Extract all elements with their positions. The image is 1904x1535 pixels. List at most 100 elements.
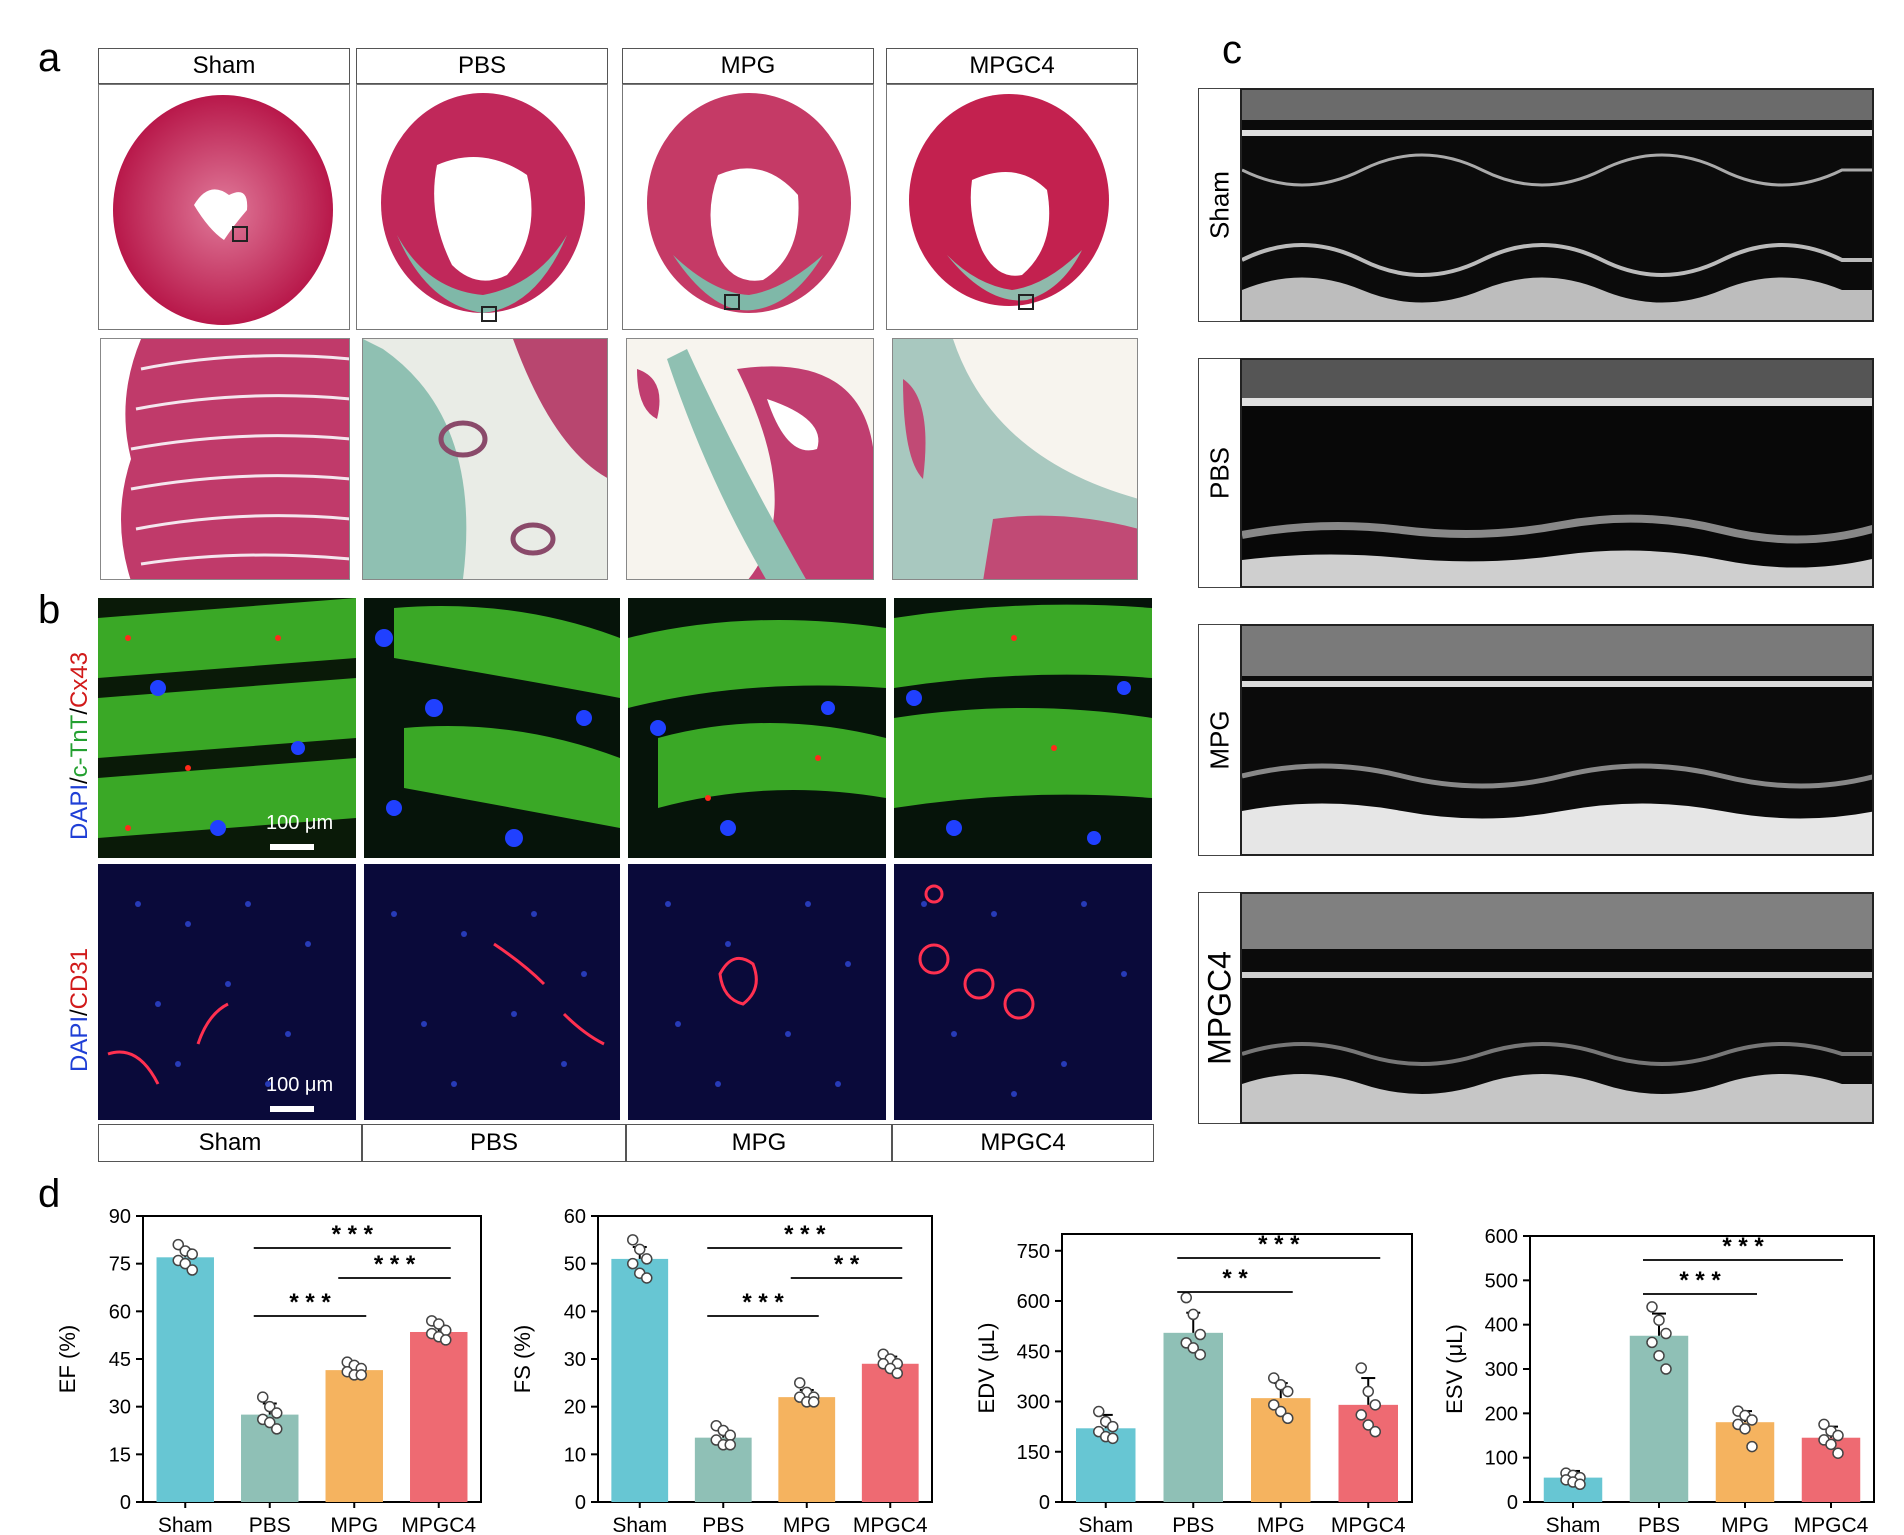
data-point [1180,1291,1192,1304]
header-sham: Sham [98,48,350,84]
data-point [808,1396,820,1408]
data-point [271,1407,283,1419]
scale-bar [270,844,314,850]
data-point [1093,1405,1105,1418]
y-tick-label: 75 [109,1254,131,1276]
fluor-ctnt-pbs [364,598,620,858]
y-tick-label: 400 [1485,1315,1518,1337]
bar [1163,1332,1223,1502]
bar [325,1370,383,1502]
echo-pbs [1240,358,1874,588]
heart-section-pbs [356,84,608,330]
data-point [355,1369,367,1381]
y-tick-label: 0 [1507,1492,1518,1514]
zoom-section-mpg [626,338,874,580]
y-tick-label: 45 [109,1349,131,1371]
fluor-ctnt-mpgc4 [894,598,1152,858]
data-point [1646,1336,1658,1349]
data-point [1832,1429,1844,1442]
data-point [1362,1385,1374,1398]
y-axis-label: ESV (μL) [1442,1324,1467,1414]
y-tick-label: 200 [1485,1403,1518,1425]
data-point [1268,1372,1280,1384]
echo-sham [1240,88,1874,322]
scale-bar-label: 100 μm [266,812,334,834]
data-point [271,1423,283,1435]
x-tick-label: MPGC4 [1331,1514,1406,1535]
y-tick-label: 600 [1017,1291,1050,1313]
data-point [1369,1425,1381,1438]
bar [861,1363,919,1502]
echo-mpg [1240,624,1874,856]
chart-edv: 0 150 300 450 600 750 EDV (μL) Sham PBS MPG MPGC4 *… [974,1231,1413,1535]
data-point [641,1272,653,1284]
data-point [891,1367,903,1380]
data-point [794,1377,806,1389]
significance-label: * * [1222,1265,1248,1292]
bar [611,1258,669,1502]
x-tick-label: MPG [330,1514,378,1535]
x-tick-label: PBS [249,1514,291,1535]
x-tick-label: MPGC4 [1794,1514,1869,1535]
data-point [1194,1348,1206,1361]
heart-section-mpgc4 [886,84,1138,330]
significance-label: * * * [1679,1267,1721,1294]
footer-pbs: PBS [362,1124,626,1162]
y-tick-label: 750 [1017,1241,1050,1263]
x-tick-label: PBS [1638,1514,1680,1535]
y-tick-label: 100 [1485,1448,1518,1470]
plot-frame [1061,1233,1413,1503]
data-point [1660,1363,1672,1375]
panel-label-c: c [1222,28,1242,72]
x-tick-label: Sham [1546,1514,1601,1535]
data-point [433,1318,445,1330]
data-point [1187,1308,1199,1321]
x-tick-label: PBS [702,1514,744,1535]
data-point [641,1253,653,1265]
data-point [1825,1438,1837,1451]
y-tick-label: 60 [564,1206,586,1228]
x-tick-label: MPG [1721,1514,1769,1535]
significance-label: * * * [332,1221,374,1248]
data-point [186,1264,198,1276]
data-point [440,1334,452,1346]
fluor-cd31-mpg [628,864,886,1120]
echo-label-mpgc4: MPGC4 [1198,892,1242,1124]
x-tick-label: Sham [1078,1514,1133,1535]
y-tick-label: 60 [109,1301,131,1323]
data-point [257,1391,269,1403]
data-point [1355,1362,1367,1374]
bar [1715,1422,1775,1502]
data-point [1746,1414,1758,1426]
data-point [1369,1399,1381,1411]
y-tick-label: 500 [1485,1270,1518,1292]
data-point [627,1234,639,1246]
data-point [1362,1419,1374,1431]
header-pbs: PBS [356,48,608,84]
heart-section-mpg [622,84,874,330]
x-tick-label: MPG [783,1514,831,1535]
fluor-cd31-mpgc4 [894,864,1152,1120]
data-point [1660,1327,1672,1340]
y-tick-label: 30 [109,1397,131,1419]
data-point [179,1257,191,1270]
data-point [186,1248,198,1260]
y-tick-label: 300 [1485,1359,1518,1381]
fluor-ctnt-sham: 100 μm [98,598,356,858]
data-point [1355,1409,1367,1421]
zoom-section-pbs [362,338,608,580]
data-point [1574,1478,1586,1491]
bar [156,1257,214,1502]
y-axis-label: EF (%) [55,1325,80,1393]
y-tick-label: 450 [1017,1341,1050,1363]
y-axis-label: EDV (μL) [974,1323,999,1414]
header-mpgc4: MPGC4 [886,48,1138,84]
data-point [1107,1420,1119,1433]
data-point [264,1416,276,1429]
data-point [1653,1349,1665,1362]
echo-mpgc4 [1240,892,1874,1124]
data-point [1187,1342,1199,1354]
bar [778,1397,836,1502]
significance-label: * * * [742,1289,784,1316]
